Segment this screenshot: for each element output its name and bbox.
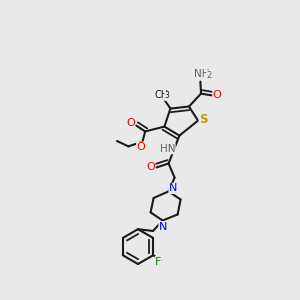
Text: NH: NH (194, 69, 210, 79)
Text: CH: CH (154, 90, 168, 100)
Text: N: N (169, 183, 177, 194)
Text: O: O (126, 118, 135, 128)
Text: 3: 3 (165, 92, 170, 100)
Text: O: O (136, 142, 146, 152)
Text: O: O (213, 90, 222, 100)
Text: F: F (155, 256, 161, 267)
Text: HN: HN (160, 144, 175, 154)
Text: S: S (199, 112, 208, 126)
Text: N: N (159, 221, 167, 232)
Text: O: O (146, 162, 155, 172)
Text: 2: 2 (207, 70, 212, 80)
